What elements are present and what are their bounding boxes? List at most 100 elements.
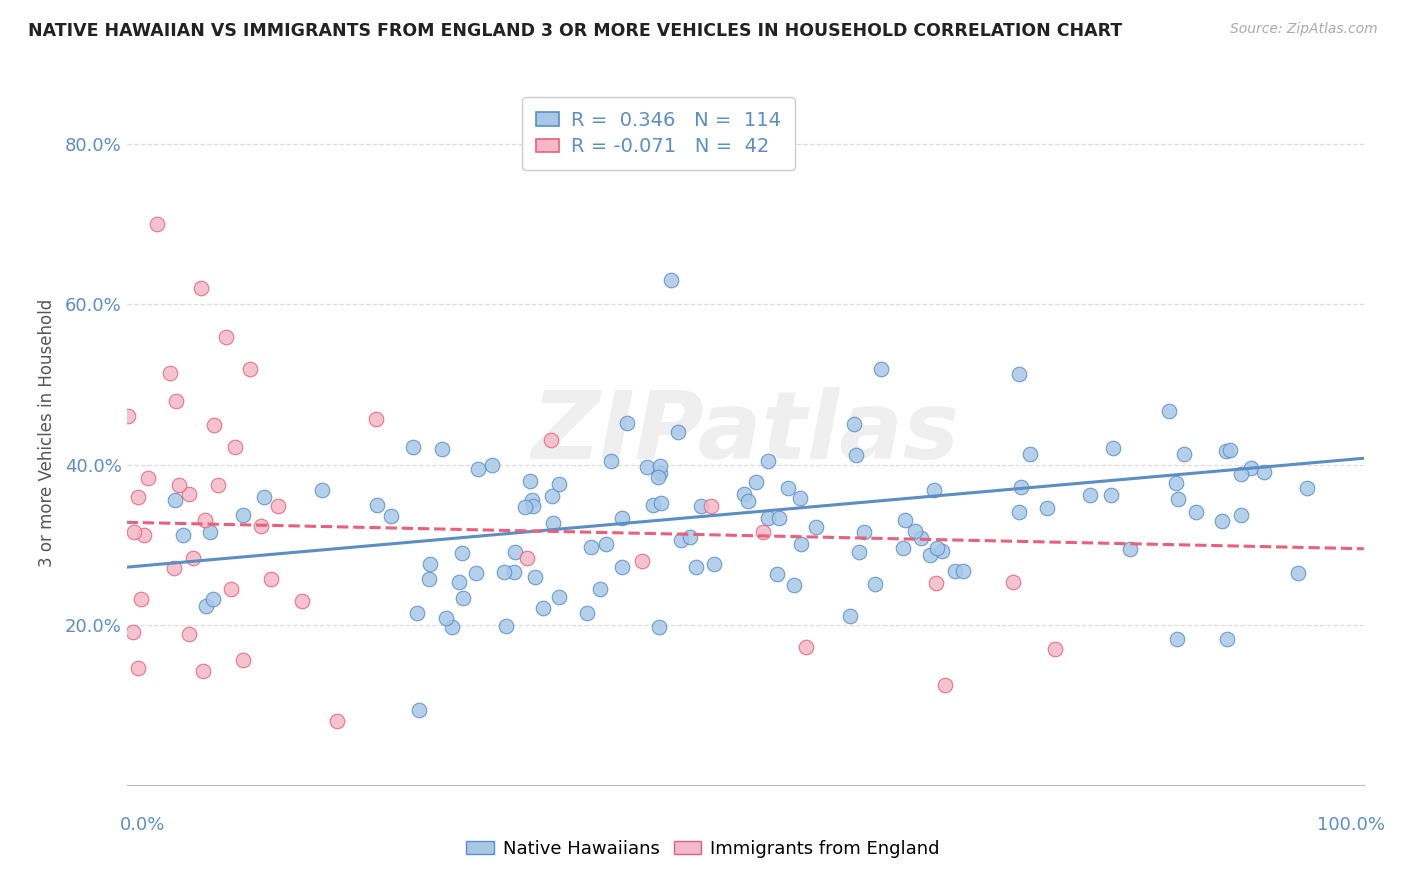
Point (418, 572, 440, 586)
Point (516, 551, 538, 566)
Point (934, 678, 956, 692)
Point (366, 411, 388, 425)
Point (181, 550, 204, 565)
Point (648, 620, 671, 634)
Point (685, 560, 707, 574)
Point (451, 591, 474, 605)
Point (689, 499, 711, 513)
Point (610, 511, 633, 525)
Point (918, 549, 941, 563)
Point (1043, 641, 1066, 656)
Point (758, 511, 780, 525)
Point (366, 498, 388, 512)
Point (523, 569, 546, 583)
Point (1286, 566, 1309, 581)
Point (219, 582, 242, 597)
Point (1010, 480, 1032, 494)
Point (745, 475, 768, 489)
Point (659, 273, 682, 287)
Point (650, 495, 672, 509)
Point (326, 714, 349, 728)
Point (1036, 501, 1059, 516)
Legend: Native Hawaiians, Immigrants from England: Native Hawaiians, Immigrants from Englan… (460, 833, 946, 865)
Point (952, 564, 974, 578)
Point (806, 520, 828, 534)
Point (464, 566, 486, 581)
Point (1164, 476, 1187, 491)
Point (589, 582, 612, 596)
Point (201, 592, 224, 607)
Point (1166, 632, 1188, 647)
Point (616, 416, 638, 430)
Point (796, 640, 818, 655)
Point (177, 626, 200, 640)
Point (401, 440, 423, 454)
Point (122, 625, 145, 640)
Point (776, 481, 799, 495)
Point (1253, 465, 1275, 479)
Point (519, 474, 541, 488)
Point (1216, 632, 1239, 646)
Point (447, 574, 470, 589)
Point (505, 545, 527, 559)
Point (671, 533, 693, 547)
Point (648, 467, 671, 481)
Point (789, 491, 811, 506)
Point (165, 393, 187, 408)
Point (190, 281, 212, 295)
Point (129, 591, 152, 606)
Point (1173, 447, 1195, 461)
Point (703, 557, 725, 571)
Point (1001, 574, 1024, 589)
Text: ZIPatlas: ZIPatlas (531, 386, 959, 479)
Point (202, 418, 225, 433)
Point (863, 577, 886, 591)
Point (127, 661, 149, 675)
Point (599, 453, 621, 467)
Point (852, 524, 875, 539)
Point (380, 508, 402, 523)
Point (699, 499, 721, 513)
Point (752, 525, 775, 540)
Point (842, 417, 865, 431)
Point (1215, 444, 1237, 458)
Point (200, 524, 222, 539)
Point (931, 544, 953, 558)
Point (136, 471, 159, 485)
Point (737, 494, 759, 508)
Point (1229, 508, 1251, 522)
Point (845, 449, 868, 463)
Text: 100.0%: 100.0% (1317, 816, 1385, 834)
Point (167, 478, 190, 492)
Point (291, 594, 314, 608)
Point (541, 516, 564, 530)
Point (1229, 467, 1251, 482)
Point (191, 664, 214, 678)
Point (1296, 481, 1319, 495)
Point (259, 572, 281, 586)
Point (481, 458, 503, 472)
Point (434, 611, 457, 625)
Point (540, 433, 562, 447)
Point (132, 528, 155, 542)
Point (239, 361, 262, 376)
Point (1119, 541, 1142, 556)
Point (547, 476, 569, 491)
Point (502, 566, 524, 580)
Point (647, 470, 669, 484)
Point (515, 500, 537, 515)
Point (904, 524, 927, 539)
Point (733, 487, 755, 501)
Point (405, 607, 427, 621)
Point (891, 541, 914, 556)
Point (1167, 492, 1189, 507)
Text: NATIVE HAWAIIAN VS IMMIGRANTS FROM ENGLAND 3 OR MORE VEHICLES IN HOUSEHOLD CORRE: NATIVE HAWAIIAN VS IMMIGRANTS FROM ENGLA… (28, 22, 1122, 40)
Point (117, 409, 139, 423)
Point (531, 601, 554, 615)
Point (430, 442, 453, 456)
Point (870, 362, 893, 376)
Point (910, 531, 932, 545)
Point (1185, 505, 1208, 519)
Point (1008, 505, 1031, 519)
Point (1240, 460, 1263, 475)
